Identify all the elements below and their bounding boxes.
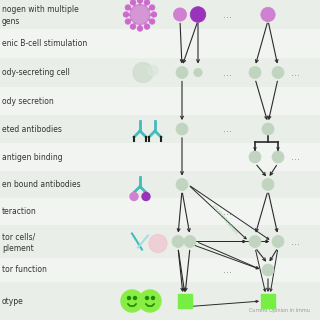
Circle shape [261, 7, 275, 22]
Text: eted antibodies: eted antibodies [2, 124, 62, 133]
Circle shape [145, 24, 149, 29]
Circle shape [176, 67, 188, 78]
Circle shape [130, 193, 138, 201]
Text: en bound antibodies: en bound antibodies [2, 180, 81, 189]
Circle shape [124, 12, 129, 17]
Text: Current Opinion in Immu: Current Opinion in Immu [249, 308, 310, 313]
Circle shape [249, 236, 261, 247]
Circle shape [149, 235, 167, 252]
Circle shape [262, 179, 274, 190]
Text: multiplication: multiplication [211, 204, 239, 236]
Circle shape [173, 8, 187, 21]
Circle shape [176, 123, 188, 135]
Text: ...: ... [223, 265, 233, 275]
Bar [0, 225, 320, 258]
FancyBboxPatch shape [179, 294, 192, 308]
Circle shape [249, 151, 261, 163]
Circle shape [151, 12, 156, 17]
Text: otype: otype [2, 297, 24, 306]
Circle shape [262, 123, 274, 135]
Circle shape [148, 66, 158, 76]
Text: ...: ... [291, 152, 300, 162]
Circle shape [138, 0, 142, 3]
Circle shape [131, 24, 135, 29]
Circle shape [151, 297, 155, 300]
Text: ...: ... [291, 68, 300, 77]
Circle shape [146, 297, 148, 300]
Text: nogen with multiple: nogen with multiple [2, 5, 79, 14]
Circle shape [131, 0, 135, 5]
Text: tor cells/: tor cells/ [2, 232, 35, 241]
Text: teraction: teraction [2, 207, 37, 216]
Circle shape [249, 67, 261, 78]
Text: ...: ... [223, 206, 233, 217]
Circle shape [184, 236, 196, 247]
Circle shape [142, 193, 150, 201]
Circle shape [133, 297, 137, 300]
Text: plement: plement [2, 244, 34, 253]
Circle shape [125, 5, 130, 10]
Circle shape [139, 290, 161, 312]
Circle shape [194, 68, 202, 77]
Bar [0, 171, 320, 198]
Circle shape [272, 236, 284, 247]
Bar [0, 115, 320, 143]
Circle shape [130, 4, 150, 25]
Text: enic B-cell stimulation: enic B-cell stimulation [2, 39, 87, 48]
Text: ody secretion: ody secretion [2, 97, 54, 106]
Text: ...: ... [223, 68, 233, 77]
FancyBboxPatch shape [261, 294, 275, 308]
Circle shape [121, 290, 143, 312]
Text: gens: gens [2, 17, 20, 26]
Circle shape [125, 19, 130, 24]
Text: ody-secreting cell: ody-secreting cell [2, 68, 70, 77]
Bar [0, 282, 320, 320]
Circle shape [272, 67, 284, 78]
Circle shape [150, 5, 155, 10]
Bar [0, 0, 320, 29]
Circle shape [138, 26, 142, 31]
Text: antigen binding: antigen binding [2, 153, 63, 162]
Circle shape [262, 264, 274, 276]
Circle shape [176, 179, 188, 190]
Circle shape [172, 236, 184, 247]
Circle shape [190, 7, 206, 22]
Text: ...: ... [223, 10, 233, 20]
Circle shape [133, 62, 153, 83]
Text: ...: ... [223, 124, 233, 134]
Circle shape [127, 297, 131, 300]
Text: tor function: tor function [2, 266, 47, 275]
Text: ...: ... [291, 236, 300, 246]
Circle shape [150, 19, 155, 24]
Circle shape [272, 151, 284, 163]
Circle shape [145, 0, 149, 5]
Bar [0, 58, 320, 87]
